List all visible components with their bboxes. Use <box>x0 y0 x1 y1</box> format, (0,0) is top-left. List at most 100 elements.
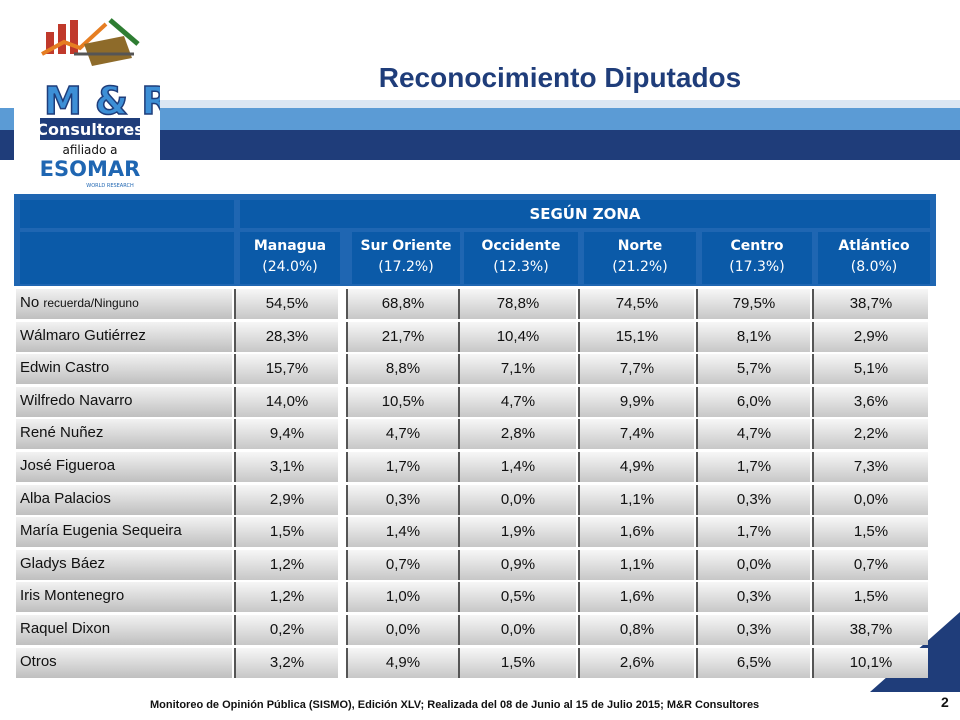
column-weight: (12.3%) <box>493 259 549 275</box>
table-cell: 38,7% <box>812 289 928 319</box>
logo-partner: ESOMAR <box>40 157 141 181</box>
table-cell: 7,1% <box>458 354 576 384</box>
row-label: Wálmaro Gutiérrez <box>16 322 232 352</box>
table-cell: 7,4% <box>578 419 694 449</box>
table-cell: 9,9% <box>578 387 694 417</box>
table-cell: 0,0% <box>696 550 810 580</box>
footer-source: Monitoreo de Opinión Pública (SISMO), Ed… <box>150 699 760 711</box>
row-label: Wilfredo Navarro <box>16 387 232 417</box>
table-cell: 0,0% <box>458 615 576 645</box>
row-label: Iris Montenegro <box>16 582 232 612</box>
table-cell: 7,3% <box>812 452 928 482</box>
table-cell: 8,8% <box>346 354 458 384</box>
row-label: María Eugenia Sequeira <box>16 517 232 547</box>
logo-subtitle: Consultores <box>36 120 143 139</box>
table-cell: 3,1% <box>234 452 338 482</box>
table-cell: 1,5% <box>812 517 928 547</box>
table-cell: 1,4% <box>346 517 458 547</box>
column-header: Managua (24.0%) <box>240 232 340 284</box>
table-cell: 21,7% <box>346 322 458 352</box>
column-header: Atlántico (8.0%) <box>818 232 930 284</box>
table-cell: 2,6% <box>578 648 694 678</box>
table-cell: 1,7% <box>696 452 810 482</box>
row-label: René Nuñez <box>16 419 232 449</box>
group-header: SEGÚN ZONA <box>240 200 930 228</box>
table-cell: 9,4% <box>234 419 338 449</box>
row-label: No recuerda/Ninguno <box>16 289 232 319</box>
table-cell: 0,0% <box>458 485 576 515</box>
row-label: Edwin Castro <box>16 354 232 384</box>
table-cell: 1,9% <box>458 517 576 547</box>
column-weight: (17.2%) <box>378 259 434 275</box>
logo-affiliation: afiliado a <box>62 143 117 157</box>
row-label: Gladys Báez <box>16 550 232 580</box>
column-name: Managua <box>253 238 327 254</box>
table-cell: 8,1% <box>696 322 810 352</box>
logo-partner-sub: WORLD RESEARCH <box>86 183 134 189</box>
table-cell: 5,1% <box>812 354 928 384</box>
table-cell: 1,5% <box>458 648 576 678</box>
company-logo: M & R Consultores afiliado a ESOMAR WORL… <box>14 14 171 190</box>
table-cell: 1,5% <box>812 582 928 612</box>
column-weight: (8.0%) <box>850 259 898 275</box>
table-cell: 0,3% <box>696 485 810 515</box>
table-cell: 38,7% <box>812 615 928 645</box>
table-cell: 1,6% <box>578 582 694 612</box>
table-cell: 15,1% <box>578 322 694 352</box>
page-number: 2 <box>941 694 949 710</box>
table-cell: 4,9% <box>346 648 458 678</box>
table-cell: 6,5% <box>696 648 810 678</box>
row-label: Alba Palacios <box>16 485 232 515</box>
table-cell: 10,5% <box>346 387 458 417</box>
table-cell: 0,3% <box>346 485 458 515</box>
table-cell: 54,5% <box>234 289 338 319</box>
table-cell: 1,2% <box>234 582 338 612</box>
column-name: Norte <box>617 238 663 254</box>
page-title: Reconocimiento Diputados <box>378 62 742 93</box>
table-cell: 0,7% <box>346 550 458 580</box>
column-name: Centro <box>730 238 784 254</box>
table-cell: 28,3% <box>234 322 338 352</box>
column-weight: (24.0%) <box>262 259 318 275</box>
row-label: José Figueroa <box>16 452 232 482</box>
table-cell: 78,8% <box>458 289 576 319</box>
group-header-blank <box>20 200 234 228</box>
table-cell: 0,9% <box>458 550 576 580</box>
table-cell: 4,7% <box>458 387 576 417</box>
row-label: Otros <box>16 648 232 678</box>
table-cell: 0,2% <box>234 615 338 645</box>
table-cell: 0,0% <box>812 485 928 515</box>
table-cell: 1,1% <box>578 550 694 580</box>
table-cell: 4,9% <box>578 452 694 482</box>
table-cell: 4,7% <box>346 419 458 449</box>
table-cell: 0,5% <box>458 582 576 612</box>
table-cell: 2,9% <box>234 485 338 515</box>
table-cell: 4,7% <box>696 419 810 449</box>
table-cell: 14,0% <box>234 387 338 417</box>
column-header: Norte (21.2%) <box>584 232 696 284</box>
table-cell: 2,2% <box>812 419 928 449</box>
table-cell: 1,5% <box>234 517 338 547</box>
row-label-part: recuerda/Ninguno <box>43 296 139 310</box>
table-cell: 0,3% <box>696 582 810 612</box>
table-cell: 2,8% <box>458 419 576 449</box>
table-cell: 5,7% <box>696 354 810 384</box>
header-band-light <box>160 100 960 108</box>
table-cell: 0,8% <box>578 615 694 645</box>
table-cell: 15,7% <box>234 354 338 384</box>
column-header: Sur Oriente (17.2%) <box>352 232 460 284</box>
table-cell: 3,6% <box>812 387 928 417</box>
column-header: Occidente (12.3%) <box>464 232 578 284</box>
row-label-part: No <box>20 294 44 311</box>
table-cell: 0,7% <box>812 550 928 580</box>
column-name: Sur Oriente <box>360 238 452 254</box>
table-cell: 0,0% <box>346 615 458 645</box>
logo-graphic-icon: M & R Consultores afiliado a ESOMAR WORL… <box>36 18 171 189</box>
table-cell: 10,4% <box>458 322 576 352</box>
table-cell: 1,4% <box>458 452 576 482</box>
column-weight: (21.2%) <box>612 259 668 275</box>
table-cell: 1,0% <box>346 582 458 612</box>
header-stripe-dark <box>0 130 960 160</box>
table-cell: 7,7% <box>578 354 694 384</box>
table-cell: 6,0% <box>696 387 810 417</box>
